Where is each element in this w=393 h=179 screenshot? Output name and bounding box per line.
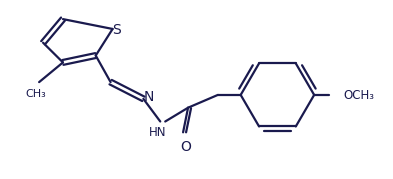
Text: HN: HN [149,126,166,139]
Text: CH₃: CH₃ [26,89,46,99]
Text: S: S [112,23,121,37]
Text: O: O [181,140,191,154]
Text: OCH₃: OCH₃ [343,89,374,102]
Text: N: N [143,90,154,104]
